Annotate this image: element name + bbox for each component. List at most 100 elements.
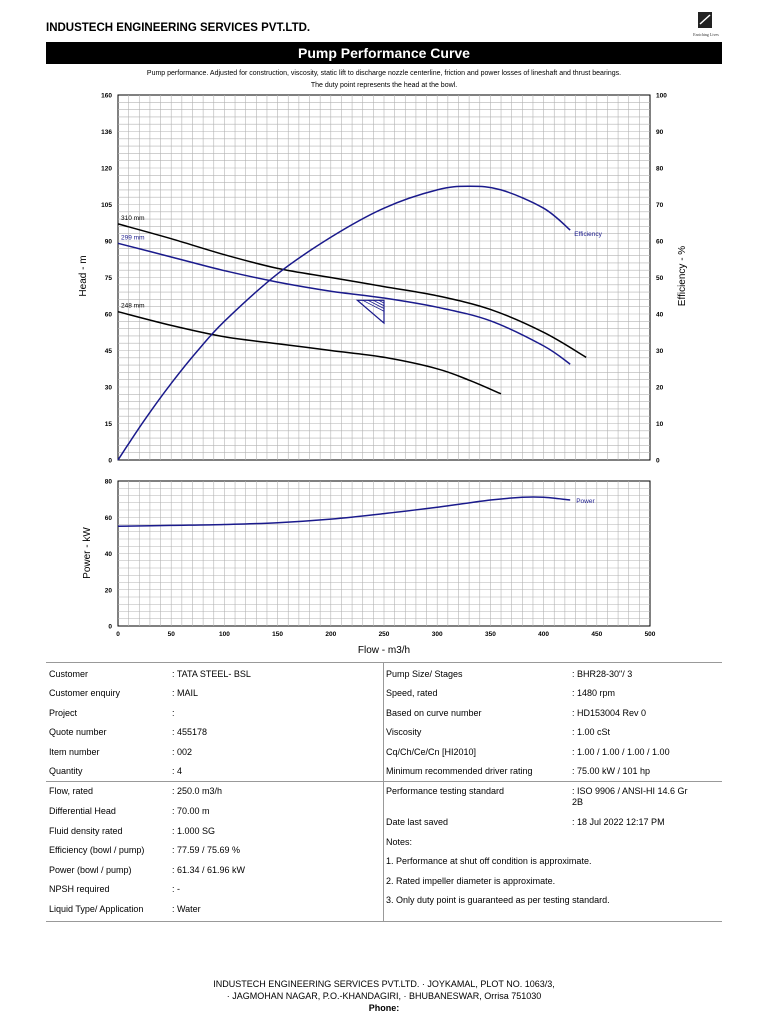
efficiency-y-tick: 80 bbox=[656, 166, 664, 173]
info-value: 2B bbox=[572, 797, 584, 807]
info-label: Flow, rated bbox=[49, 786, 94, 796]
flow-x-tick: 0 bbox=[116, 631, 120, 638]
flow-x-tick: 450 bbox=[591, 631, 602, 638]
efficiency-y-tick: 50 bbox=[656, 275, 664, 282]
head-y-tick: 0 bbox=[108, 458, 112, 465]
logo-stroke bbox=[699, 14, 711, 25]
duty-point-hatch bbox=[362, 299, 385, 312]
info-value: : 1.00 / 1.00 / 1.00 / 1.00 bbox=[572, 747, 670, 757]
power-axis-label: Power - kW bbox=[82, 527, 93, 579]
efficiency-y-tick: 10 bbox=[656, 421, 664, 428]
footer-phone: Phone: bbox=[368, 1003, 400, 1013]
info-label: Date last saved bbox=[386, 817, 449, 827]
efficiency-y-tick: 100 bbox=[656, 93, 667, 100]
pump-info-table: Customer: TATA STEEL- BSL Customer enquir… bbox=[46, 662, 722, 922]
info-value: : ISO 9906 / ANSI-HI 14.6 Gr bbox=[572, 786, 688, 796]
info-value: : 1.00 cSt bbox=[572, 727, 611, 737]
series-line-2 bbox=[117, 310, 502, 395]
power-chart-curves: Power bbox=[117, 496, 595, 528]
info-label: Viscosity bbox=[386, 727, 422, 737]
chart-note-1: Pump performance. Adjusted for construct… bbox=[147, 70, 621, 77]
power-y-tick: 80 bbox=[105, 479, 113, 486]
power-chart-grid bbox=[117, 480, 651, 627]
footer-address-line1: INDUSTECH ENGINEERING SERVICES PVT.LTD. … bbox=[213, 979, 555, 989]
power-y-tick: 60 bbox=[105, 515, 113, 522]
info-section-divider bbox=[46, 781, 722, 782]
flow-x-tick: 400 bbox=[538, 631, 549, 638]
head-y-tick: 15 bbox=[105, 421, 113, 428]
head-y-tick: 160 bbox=[101, 93, 112, 100]
info-value: : 61.34 / 61.96 kW bbox=[172, 865, 246, 875]
flow-x-tick: 100 bbox=[219, 631, 230, 638]
info-label: Differential Head bbox=[49, 806, 116, 816]
company-name: INDUSTECH ENGINEERING SERVICES PVT.LTD. bbox=[46, 22, 311, 34]
info-label: Quote number bbox=[49, 727, 107, 737]
efficiency-y-tick: 60 bbox=[656, 239, 664, 246]
duty-point-marker bbox=[355, 299, 385, 325]
info-label: Cq/Ch/Ce/Cn [HI2010] bbox=[386, 747, 477, 757]
series-label-1: 299 mm bbox=[121, 234, 144, 241]
info-column-divider bbox=[383, 663, 384, 921]
company-logo: Enriching Lives bbox=[692, 10, 720, 40]
info-value: : 70.00 m bbox=[172, 806, 210, 816]
info-value: : 250.0 m3/h bbox=[172, 786, 223, 796]
duty-point-hatch bbox=[373, 299, 385, 307]
info-value: : TATA STEEL- BSL bbox=[172, 669, 251, 679]
head-y-tick: 45 bbox=[105, 348, 113, 355]
info-value: : 1.000 SG bbox=[172, 826, 216, 836]
info-label: Quantity bbox=[49, 766, 83, 776]
efficiency-y-tick: 0 bbox=[656, 458, 660, 465]
series-label-2: 248 mm bbox=[121, 303, 144, 310]
power-series-label-0: Power bbox=[576, 498, 595, 505]
head-y-tick: 60 bbox=[105, 312, 113, 319]
info-label: Project bbox=[49, 708, 78, 718]
efficiency-y-tick: 40 bbox=[656, 312, 664, 319]
efficiency-axis-label: Efficiency - % bbox=[677, 246, 688, 306]
chart-note-2: The duty point represents the head at th… bbox=[311, 82, 457, 89]
info-value: : 77.59 / 75.69 % bbox=[172, 845, 241, 855]
info-value: : 002 bbox=[172, 747, 193, 757]
head-y-tick: 105 bbox=[101, 202, 112, 209]
info-value: : bbox=[172, 708, 175, 718]
axis-tick-labels: 0 15 30 45 60 75 90 105 120 136 160 0 10 20 30 40 50 60 70… bbox=[101, 93, 667, 639]
info-label: Liquid Type/ Application bbox=[49, 904, 144, 914]
info-label: Power (bowl / pump) bbox=[49, 865, 132, 875]
flow-x-tick: 200 bbox=[325, 631, 336, 638]
flow-x-tick: 250 bbox=[379, 631, 390, 638]
info-label: Item number bbox=[49, 747, 100, 757]
head-y-tick: 30 bbox=[105, 385, 113, 392]
info-label: Customer enquiry bbox=[49, 688, 121, 698]
info-label: Minimum recommended driver rating bbox=[386, 766, 533, 776]
head-axis-label: Head - m bbox=[78, 255, 89, 296]
flow-x-tick: 350 bbox=[485, 631, 496, 638]
head-y-tick: 136 bbox=[101, 129, 112, 136]
efficiency-y-tick: 90 bbox=[656, 129, 664, 136]
duty-point-hatch bbox=[367, 299, 385, 309]
info-label: 2. Rated impeller diameter is approximat… bbox=[386, 876, 556, 886]
info-value: : HD153004 Rev 0 bbox=[572, 708, 647, 718]
info-label: Pump Size/ Stages bbox=[386, 669, 463, 679]
info-label: Fluid density rated bbox=[49, 826, 123, 836]
info-label: Performance testing standard bbox=[386, 786, 505, 796]
head-y-tick: 120 bbox=[101, 166, 112, 173]
flow-x-tick: 500 bbox=[645, 631, 656, 638]
info-value: : MAIL bbox=[172, 688, 199, 698]
series-line-3 bbox=[117, 185, 571, 461]
info-label: Efficiency (bowl / pump) bbox=[49, 845, 145, 855]
power-series-line-0 bbox=[117, 496, 571, 528]
footer-address-line2: · JAGMOHAN NAGAR, P.O.-KHANDAGIRI, · BHU… bbox=[226, 991, 542, 1001]
info-label: 1. Performance at shut off condition is … bbox=[386, 856, 592, 866]
info-value: : 4 bbox=[172, 766, 183, 776]
info-value: : 455178 bbox=[172, 727, 208, 737]
info-label: Based on curve number bbox=[386, 708, 482, 718]
flow-axis-label: Flow - m3/h bbox=[358, 645, 410, 656]
info-value: : BHR28-30"/ 3 bbox=[572, 669, 633, 679]
efficiency-y-tick: 30 bbox=[656, 348, 664, 355]
info-label: Notes: bbox=[386, 837, 413, 847]
series-label-0: 310 mm bbox=[121, 215, 144, 222]
head-y-tick: 90 bbox=[105, 239, 113, 246]
info-value: : 1480 rpm bbox=[572, 688, 616, 698]
duty-point-triangle bbox=[355, 299, 385, 325]
head-chart-curves: 310 mm 299 mm 248 mm Efficiency bbox=[117, 185, 603, 461]
series-line-0 bbox=[117, 223, 587, 358]
